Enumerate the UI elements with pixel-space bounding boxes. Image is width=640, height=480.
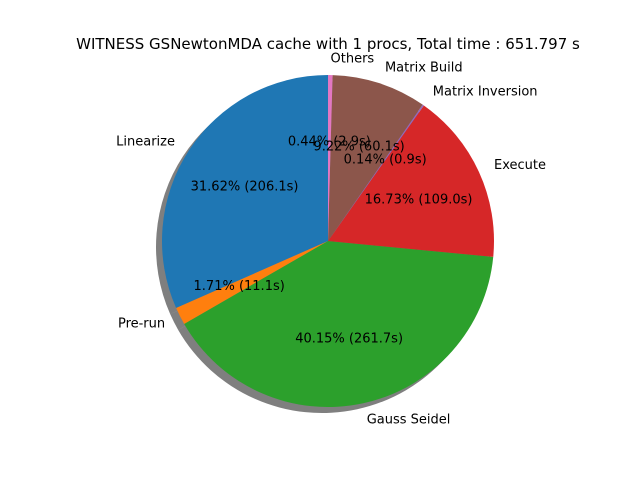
pct-label-matrix-inversion: 0.14% (0.9s) [344,152,427,167]
pct-label-pre-run: 1.71% (11.1s) [194,279,285,294]
pct-label-execute: 16.73% (109.0s) [365,193,473,208]
slice-linearize [161,75,328,309]
slice-pre-run [176,241,328,324]
slice-matrix-inversion [328,104,424,241]
label-gauss-seidel: Gauss Seidel [367,412,451,427]
pct-label-others: 0.44% (2.9s) [288,134,371,149]
label-execute: Execute [494,158,546,173]
label-pre-run: Pre-run [118,317,165,332]
slice-gauss-seidel [184,241,494,407]
pct-label-linearize: 31.62% (206.1s) [191,180,299,195]
label-matrix-inversion: Matrix Inversion [433,84,538,99]
chart-title: WITNESS GSNewtonMDA cache with 1 procs, … [76,35,580,53]
slice-labels: Linearize Pre-run Gauss Seidel Execute Matri… [116,51,546,427]
pct-label-gauss-seidel: 40.15% (261.7s) [295,331,403,346]
slice-percent-labels: 31.62% (206.1s) 1.71% (11.1s) 40.15% (261.… [191,134,473,346]
label-linearize: Linearize [116,134,175,149]
label-others: Others [331,51,375,66]
slice-matrix-build [328,75,423,242]
slice-execute [328,105,494,257]
label-matrix-build: Matrix Build [385,61,463,76]
pie-slices [161,75,494,407]
pct-label-matrix-build: 9.22% (60.1s) [313,139,404,154]
slice-others [328,75,333,241]
